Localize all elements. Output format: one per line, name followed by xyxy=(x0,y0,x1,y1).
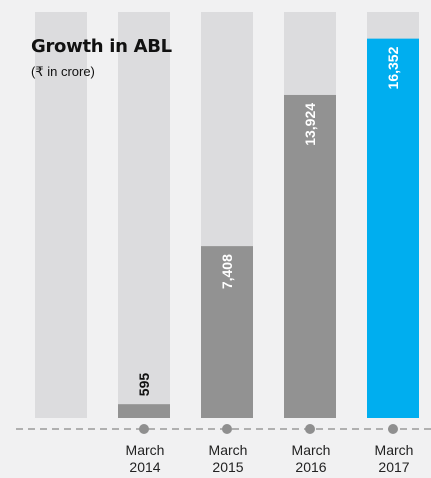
bar xyxy=(284,94,336,419)
x-tick-label: March 2017 xyxy=(374,442,414,475)
value-label: 16,352 xyxy=(385,46,401,89)
chart-title: Growth in ABL xyxy=(31,36,172,57)
x-tick-label: March 2015 xyxy=(208,442,248,475)
chart-subtitle: (₹ in crore) xyxy=(31,64,95,79)
bar xyxy=(201,246,253,418)
bar xyxy=(118,404,170,418)
x-tick-label: March 2014 xyxy=(125,442,165,475)
bar xyxy=(367,38,419,418)
column-track xyxy=(35,12,87,418)
baseline-marker xyxy=(305,424,315,434)
baseline-marker xyxy=(139,424,149,434)
bars xyxy=(118,38,419,419)
value-label: 13,924 xyxy=(302,103,318,146)
x-tick-label: March 2016 xyxy=(291,442,331,475)
baseline-marker xyxy=(388,424,398,434)
value-labels: 595 7,408 13,924 16,352 xyxy=(136,46,401,396)
column-track xyxy=(118,12,170,418)
value-label: 595 xyxy=(136,373,152,397)
baseline-markers xyxy=(139,424,398,434)
value-label: 7,408 xyxy=(219,254,235,289)
baseline-marker xyxy=(222,424,232,434)
